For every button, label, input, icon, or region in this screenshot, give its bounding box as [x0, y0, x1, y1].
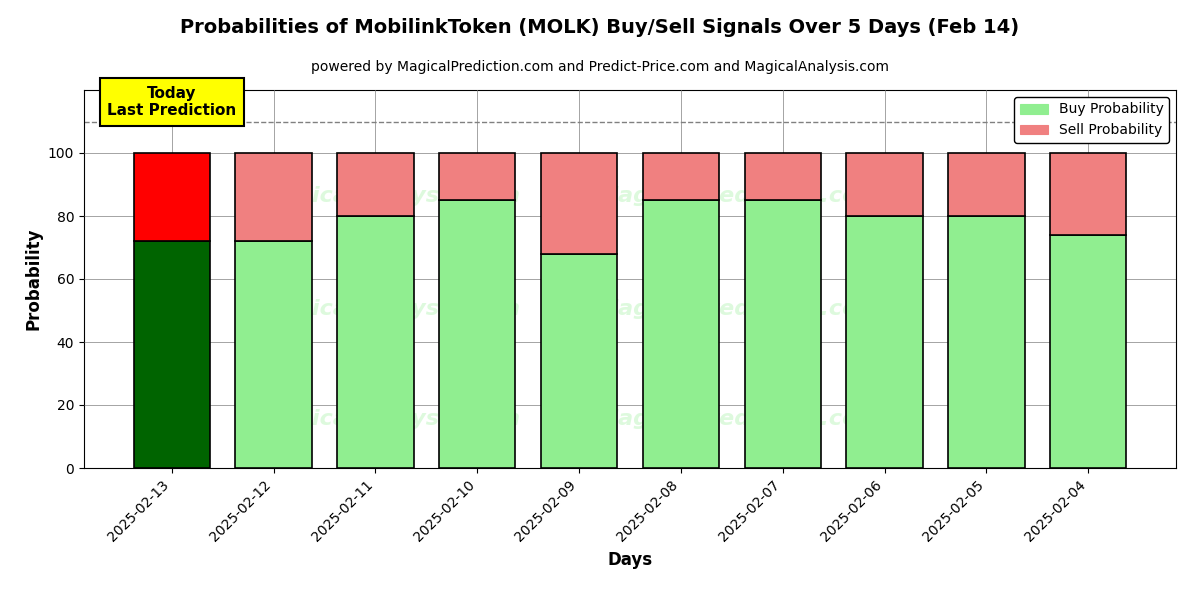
- Bar: [235, 153, 312, 241]
- Bar: [439, 153, 516, 200]
- Bar: [643, 153, 719, 200]
- Text: MagicalAnalysis.com: MagicalAnalysis.com: [259, 186, 521, 206]
- Text: Today
Last Prediction: Today Last Prediction: [107, 86, 236, 118]
- Bar: [1050, 235, 1127, 468]
- Bar: [1050, 153, 1127, 235]
- Bar: [541, 254, 617, 468]
- Bar: [439, 200, 516, 468]
- Bar: [948, 216, 1025, 468]
- Bar: [846, 153, 923, 216]
- Text: MagicalPrediction.com: MagicalPrediction.com: [596, 299, 882, 319]
- Bar: [744, 153, 821, 200]
- Legend: Buy Probability, Sell Probability: Buy Probability, Sell Probability: [1014, 97, 1169, 143]
- Bar: [133, 153, 210, 241]
- Bar: [744, 200, 821, 468]
- Bar: [846, 216, 923, 468]
- Bar: [337, 216, 414, 468]
- Text: powered by MagicalPrediction.com and Predict-Price.com and MagicalAnalysis.com: powered by MagicalPrediction.com and Pre…: [311, 60, 889, 74]
- Bar: [133, 241, 210, 468]
- Y-axis label: Probability: Probability: [24, 228, 42, 330]
- Text: MagicalPrediction.com: MagicalPrediction.com: [596, 409, 882, 429]
- X-axis label: Days: Days: [607, 551, 653, 569]
- Bar: [643, 200, 719, 468]
- Bar: [235, 241, 312, 468]
- Text: MagicalAnalysis.com: MagicalAnalysis.com: [259, 299, 521, 319]
- Text: Probabilities of MobilinkToken (MOLK) Buy/Sell Signals Over 5 Days (Feb 14): Probabilities of MobilinkToken (MOLK) Bu…: [180, 18, 1020, 37]
- Bar: [541, 153, 617, 254]
- Bar: [948, 153, 1025, 216]
- Bar: [337, 153, 414, 216]
- Text: MagicalAnalysis.com: MagicalAnalysis.com: [259, 409, 521, 429]
- Text: MagicalPrediction.com: MagicalPrediction.com: [596, 186, 882, 206]
